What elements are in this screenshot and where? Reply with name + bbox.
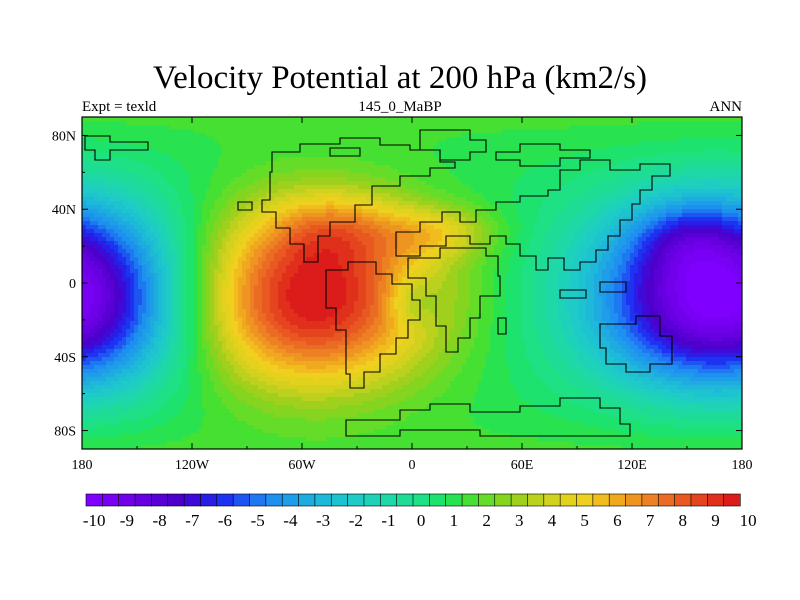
- x-tick-label: 180: [72, 458, 93, 473]
- colorbar-label: 8: [679, 511, 688, 530]
- colorbar-swatch: [200, 493, 218, 507]
- colorbar-swatch: [183, 493, 202, 507]
- colorbar-label: 7: [646, 511, 655, 530]
- colorbar-swatch: [134, 493, 153, 507]
- colorbar-swatch: [118, 493, 136, 507]
- colorbar-swatch: [478, 493, 496, 507]
- coastline-australia: [599, 315, 673, 373]
- y-tick-label: 40S: [54, 351, 76, 366]
- right-string: ANN: [709, 99, 743, 115]
- colorbar-label: 5: [580, 511, 589, 530]
- colorbar-label: 4: [548, 511, 557, 530]
- colorbar-label: -10: [83, 511, 106, 530]
- colorbar-swatch: [412, 493, 430, 507]
- colorbar-label: 0: [417, 511, 426, 530]
- left-string: Expt = texld: [82, 99, 157, 115]
- coastline-arctic-islands-2: [329, 147, 361, 157]
- colorbar-swatch: [298, 493, 316, 507]
- colorbar-swatch: [559, 493, 578, 507]
- center-string: 145_0_MaBP: [358, 99, 442, 115]
- coastline-north-america: [261, 137, 456, 263]
- colorbar-swatch: [167, 493, 185, 507]
- colorbar-swatch: [723, 493, 741, 507]
- colorbar-label: 6: [613, 511, 622, 530]
- colorbar-swatch: [429, 493, 447, 507]
- colorbar-swatch: [379, 493, 398, 507]
- colorbar-swatch: [314, 493, 332, 507]
- coastline-south-america: [325, 261, 421, 389]
- colorbar: -10 -9 -8 -7 -6 -5 -4 -3 -2 -1 0 1 2 3 4 5 6 7 8 9 10: [83, 493, 757, 530]
- colorbar-label: -9: [120, 511, 134, 530]
- colorbar-label: 2: [482, 511, 491, 530]
- colorbar-swatch: [85, 493, 103, 507]
- colorbar-swatch: [657, 493, 676, 507]
- coastline-indonesia: [559, 289, 587, 299]
- colorbar-label: -1: [381, 511, 395, 530]
- x-tick-label: 120E: [617, 458, 647, 473]
- colorbar-swatch: [576, 493, 594, 507]
- y-tick-label: 80N: [52, 129, 76, 144]
- coastline-indonesia-2: [599, 281, 627, 293]
- coastline-antarctica: [345, 397, 631, 437]
- x-tick-label: 60E: [511, 458, 534, 473]
- colorbar-swatch: [510, 493, 529, 507]
- colorbar-swatch: [216, 493, 234, 507]
- coastline-madagascar: [497, 317, 507, 335]
- y-tick-label: 40N: [52, 203, 76, 218]
- colorbar-swatch: [674, 493, 692, 507]
- coastline-africa: [407, 247, 501, 353]
- colorbar-swatch: [249, 493, 267, 507]
- coastline-siberia-north: [495, 143, 591, 167]
- y-tick-label: 0: [69, 277, 76, 292]
- colorbar-swatch: [363, 493, 381, 507]
- colorbar-swatch: [592, 493, 610, 507]
- colorbar-label: 9: [711, 511, 720, 530]
- y-tick-label: 80S: [54, 425, 76, 440]
- colorbar-swatch: [625, 493, 643, 507]
- colorbar-swatch: [608, 493, 627, 507]
- colorbar-swatch: [461, 493, 479, 507]
- colorbar-swatch: [232, 493, 251, 507]
- colorbar-label: 1: [450, 511, 459, 530]
- x-tick-label: 180: [732, 458, 753, 473]
- coastline-alaska: [237, 201, 253, 211]
- colorbar-label: -2: [349, 511, 363, 530]
- colorbar-swatch: [641, 493, 659, 507]
- colorbar-swatch: [445, 493, 463, 507]
- colorbar-label: 3: [515, 511, 524, 530]
- x-tick-label: 120W: [175, 458, 210, 473]
- colorbar-swatch: [396, 493, 414, 507]
- colorbar-label: -4: [283, 511, 298, 530]
- colorbar-label: -3: [316, 511, 330, 530]
- chart-title: Velocity Potential at 200 hPa (km2/s): [152, 60, 648, 96]
- colorbar-label: -5: [251, 511, 265, 530]
- colorbar-swatch: [102, 493, 120, 507]
- contour-field: [82, 117, 742, 449]
- colorbar-label: -8: [152, 511, 166, 530]
- colorbar-label: -7: [185, 511, 200, 530]
- colorbar-swatch: [527, 493, 545, 507]
- colorbar-swatch: [543, 493, 561, 507]
- x-tick-label: 60W: [288, 458, 316, 473]
- coastline-greenland: [419, 129, 487, 161]
- axis-ticks: 180 120W 60W 0 60E 120E 180 80N 40N 0 40S 80S: [52, 117, 753, 473]
- x-tick-label: 0: [409, 458, 416, 473]
- coastlines: [84, 129, 673, 437]
- colorbar-label: -6: [218, 511, 232, 530]
- colorbar-swatch: [281, 493, 300, 507]
- colorbar-label: 10: [740, 511, 757, 530]
- coastline-arctic-islands: [84, 135, 149, 161]
- colorbar-swatch: [706, 493, 725, 507]
- colorbar-swatch: [330, 493, 349, 507]
- colorbar-swatch: [151, 493, 169, 507]
- colorbar-swatch: [347, 493, 365, 507]
- colorbar-swatch: [265, 493, 283, 507]
- colorbar-swatch: [690, 493, 708, 507]
- coastline-eurasia: [395, 159, 671, 271]
- colorbar-swatch: [494, 493, 512, 507]
